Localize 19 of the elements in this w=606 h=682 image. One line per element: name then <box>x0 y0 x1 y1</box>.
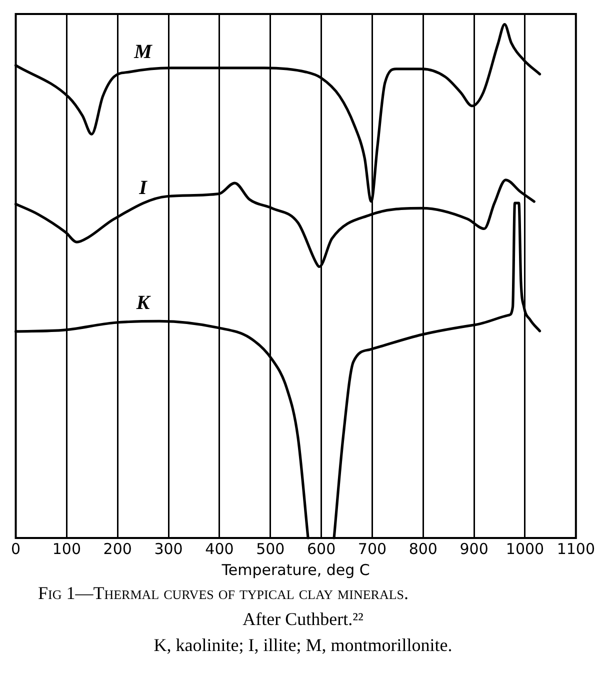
text: After Cuthbert.²² <box>242 608 364 631</box>
x-tick-label: 300 <box>154 540 183 558</box>
series-label: K <box>135 292 152 314</box>
x-axis-title: Temperature, deg C <box>220 560 370 579</box>
x-tick-label: 700 <box>358 540 387 558</box>
x-tick-label: 0 <box>11 540 21 558</box>
x-tick-label: 400 <box>205 540 234 558</box>
x-tick-label: 600 <box>306 540 336 558</box>
x-tick-label: 900 <box>460 540 488 558</box>
text: Fig 1—Thermal curves of typical clay minerals. <box>37 582 410 605</box>
x-tick-label: 1100 <box>556 540 596 558</box>
x-tick-label: 500 <box>256 540 285 558</box>
x-tick-label: 1000 <box>506 540 544 558</box>
x-tick-label: 800 <box>408 540 438 558</box>
x-tick-label: 200 <box>103 540 132 558</box>
x-tick-label: 100 <box>52 540 82 558</box>
series-label: I <box>138 176 148 199</box>
text: K, kaolinite; I, illite; M, montmorillonite. <box>152 634 454 657</box>
series-label: M <box>133 40 154 63</box>
